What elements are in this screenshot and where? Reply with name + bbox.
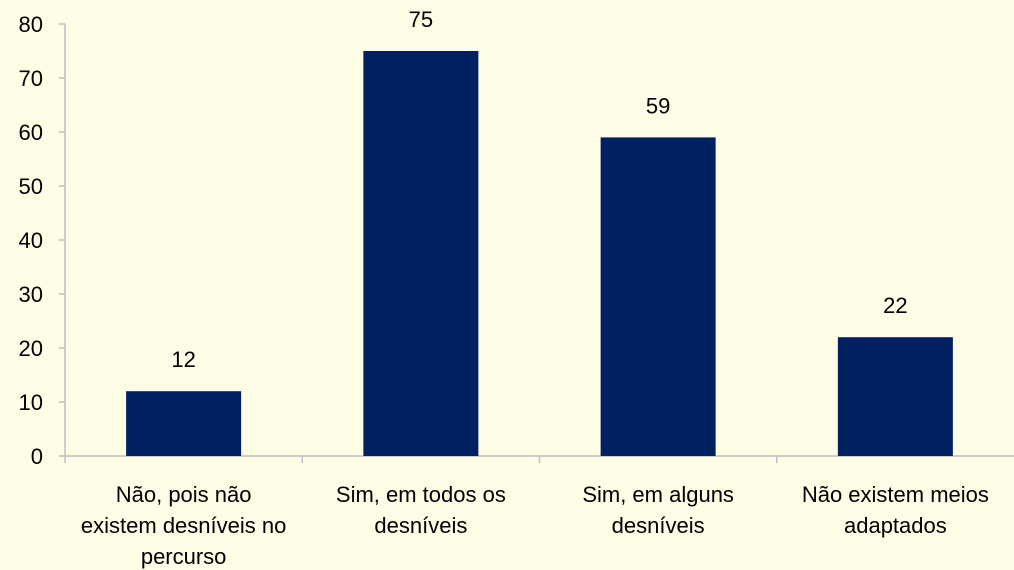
- bar: [837, 337, 953, 456]
- y-tick-label: 50: [19, 174, 43, 199]
- category-label: desníveis: [374, 513, 467, 538]
- category-label: Sim, em alguns: [582, 482, 734, 507]
- y-tick-label: 10: [19, 390, 43, 415]
- x-axis: [59, 455, 1014, 463]
- category-label: Não existem meios: [802, 482, 989, 507]
- y-tick-label: 60: [19, 120, 43, 145]
- category-label: Sim, em todos os: [336, 482, 506, 507]
- bar: [600, 137, 716, 456]
- y-tick-label: 20: [19, 336, 43, 361]
- category-label: desníveis: [612, 513, 705, 538]
- y-tick-label: 80: [19, 12, 43, 37]
- category-label: existem desníveis no: [81, 513, 286, 538]
- y-tick-label: 40: [19, 228, 43, 253]
- data-label: 59: [646, 93, 670, 118]
- y-tick-label: 0: [31, 444, 43, 469]
- category-label: percurso: [141, 544, 227, 569]
- data-label: 75: [409, 7, 433, 32]
- bars: [126, 51, 953, 456]
- category-label: Não, pois não: [116, 482, 252, 507]
- y-tick-label: 30: [19, 282, 43, 307]
- category-label: adaptados: [844, 513, 947, 538]
- data-label: 12: [171, 347, 195, 372]
- bar: [363, 51, 479, 456]
- category-labels: Não, pois não existem desníveis no percurs…: [81, 482, 989, 569]
- y-axis: 0 10 20 30 40 50 60 70 80: [19, 12, 66, 469]
- y-tick-label: 70: [19, 66, 43, 91]
- data-label: 22: [883, 293, 907, 318]
- data-labels: 12 75 59 22: [171, 7, 907, 372]
- bar: [126, 391, 242, 456]
